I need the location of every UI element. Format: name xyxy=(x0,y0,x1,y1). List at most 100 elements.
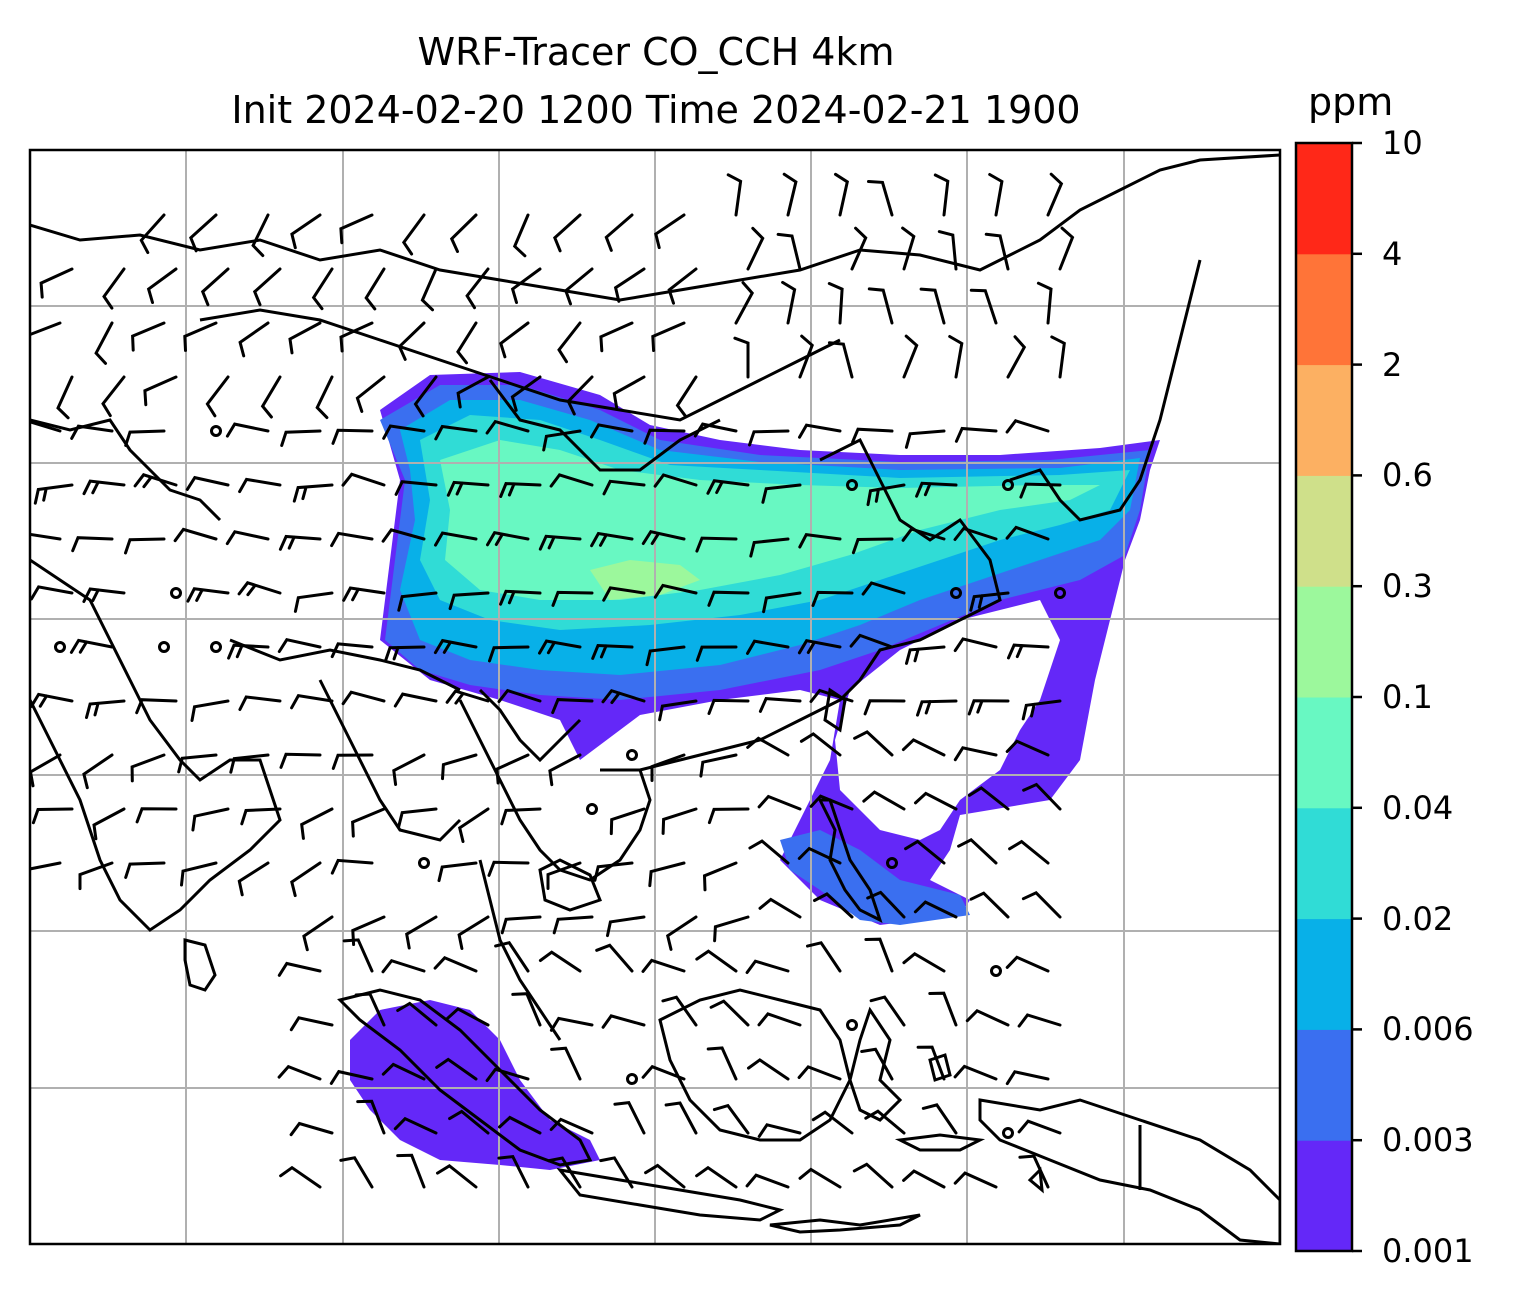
wind-barb xyxy=(396,1153,426,1189)
wind-barb xyxy=(641,958,686,973)
wind-barb xyxy=(238,321,270,358)
wind-barb xyxy=(237,581,282,597)
wind-barb xyxy=(699,753,738,778)
calm-marker xyxy=(210,641,222,653)
wind-barb xyxy=(748,839,790,865)
wind-barb xyxy=(30,585,74,601)
wind-barb xyxy=(278,534,322,551)
wind-barb xyxy=(757,1123,802,1138)
wind-barb xyxy=(538,534,582,551)
wind-barb xyxy=(601,1014,646,1029)
wind-barb xyxy=(651,321,686,352)
wind-barb xyxy=(661,995,698,1027)
wind-barb xyxy=(392,753,426,786)
wind-barb xyxy=(707,590,750,607)
wind-barb xyxy=(397,591,438,612)
calm-marker xyxy=(1002,479,1014,491)
colorbar-tick-label: 10 xyxy=(1382,124,1423,162)
wind-barb xyxy=(382,424,426,440)
wind-barb xyxy=(641,530,686,545)
wind-barb xyxy=(707,807,750,825)
wind-barb xyxy=(1005,1070,1050,1086)
calm-marker xyxy=(210,425,222,437)
wind-barb xyxy=(862,790,906,811)
colorbar-segment xyxy=(1296,475,1352,587)
colorbar-tick-label: 0.3 xyxy=(1382,567,1433,606)
wind-barb xyxy=(904,429,946,449)
wind-barb xyxy=(745,1173,790,1189)
wind-barb xyxy=(177,753,218,774)
wind-barb xyxy=(538,950,582,973)
wind-barb xyxy=(953,746,998,762)
coast-north xyxy=(30,153,1280,302)
wind-barb xyxy=(456,375,490,409)
colorbar-segment xyxy=(1296,1029,1352,1141)
wind-barb xyxy=(339,321,374,353)
wind-barb xyxy=(798,532,842,549)
wind-barb xyxy=(435,1057,478,1081)
wind-barb xyxy=(609,807,646,836)
wind-barb xyxy=(146,267,178,304)
wind-barb xyxy=(661,807,698,835)
wind-barb xyxy=(799,732,842,757)
wind-barb xyxy=(602,479,646,496)
wind-barb xyxy=(499,321,530,359)
wind-barb xyxy=(446,480,490,497)
wind-barb xyxy=(782,172,798,217)
wind-barb xyxy=(330,642,374,659)
wind-barb xyxy=(860,1047,894,1081)
wind-barb xyxy=(557,321,582,364)
wind-barb xyxy=(595,943,634,973)
wind-barb xyxy=(225,530,270,546)
coast-newguinea xyxy=(978,1098,1280,1244)
wind-barb xyxy=(902,951,946,973)
wind-barb xyxy=(394,480,438,496)
wind-barb xyxy=(498,1115,542,1135)
wind-barb xyxy=(277,1064,322,1081)
wind-barb xyxy=(277,638,322,653)
wind-barb xyxy=(189,213,218,253)
wind-barb xyxy=(133,473,178,489)
wind-barb xyxy=(384,645,426,663)
wind-barb xyxy=(550,1046,582,1081)
wind-barb xyxy=(776,232,802,271)
wind-barb xyxy=(290,861,322,898)
coast-small-islands xyxy=(769,1053,1044,1234)
wind-barb xyxy=(446,1007,490,1027)
wind-barb xyxy=(758,697,802,713)
coast-inner-asia xyxy=(199,308,841,422)
wind-barb xyxy=(397,807,438,828)
wind-barb xyxy=(781,280,797,325)
coast-sulawesi xyxy=(848,1006,903,1122)
wind-barb xyxy=(330,531,374,548)
wind-barbs xyxy=(30,172,1075,1189)
wind-barb xyxy=(654,213,686,250)
wind-barb xyxy=(434,424,478,441)
wind-barb xyxy=(548,753,582,787)
wind-barb xyxy=(173,527,218,543)
wind-barb xyxy=(749,537,790,558)
wind-barb xyxy=(665,915,698,951)
wind-barb xyxy=(869,995,906,1027)
wind-barb xyxy=(341,690,386,706)
wind-barb xyxy=(381,958,426,974)
wind-barb xyxy=(798,1167,842,1189)
wind-barb xyxy=(130,753,166,783)
plume-band-04 xyxy=(440,440,1100,600)
wind-barb xyxy=(798,334,814,379)
wind-barb xyxy=(499,482,542,498)
wind-barb xyxy=(916,699,958,717)
wind-barb xyxy=(746,639,790,655)
wind-barb xyxy=(758,897,802,919)
colorbar-tick-label: 0.1 xyxy=(1382,678,1433,716)
wind-barb xyxy=(1022,782,1062,811)
wind-barb xyxy=(1058,226,1075,271)
wind-barb xyxy=(354,992,386,1027)
wind-barb xyxy=(643,428,686,445)
wind-barb xyxy=(757,794,802,811)
wind-barb xyxy=(31,807,74,825)
wind-barb xyxy=(364,267,386,311)
wind-barb xyxy=(902,1169,946,1189)
calm-marker xyxy=(418,857,430,869)
wind-barb xyxy=(667,267,698,305)
